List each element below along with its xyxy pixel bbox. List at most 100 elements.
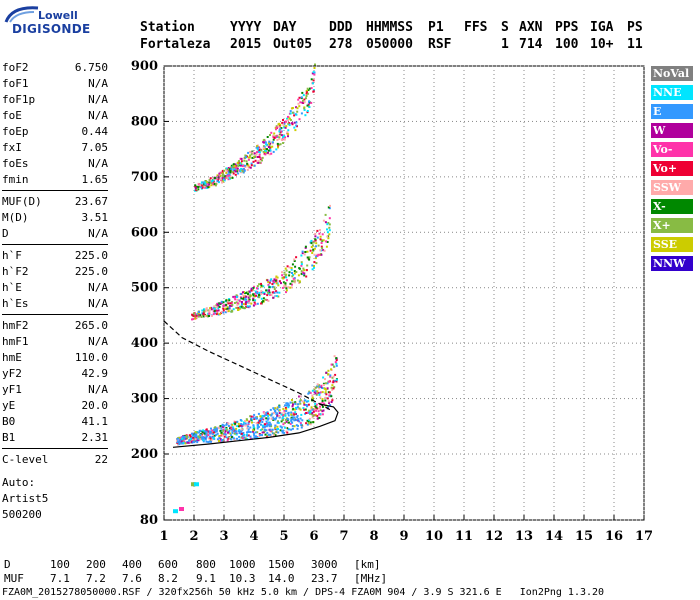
grid-dot xyxy=(373,362,375,363)
data-point xyxy=(248,298,251,301)
grid-dot xyxy=(403,498,405,499)
grid-dot xyxy=(373,410,375,411)
data-point xyxy=(240,428,243,431)
grid-dot xyxy=(176,65,177,67)
grid-dot xyxy=(433,346,435,347)
grid-dot xyxy=(163,310,165,311)
grid-dot xyxy=(424,342,425,344)
grid-dot xyxy=(553,258,555,259)
grid-dot xyxy=(292,65,293,67)
data-point xyxy=(315,409,318,412)
data-point xyxy=(287,421,290,424)
grid-dot xyxy=(643,370,645,371)
grid-dot xyxy=(373,358,375,359)
grid-dot xyxy=(403,386,405,387)
grid-dot xyxy=(193,110,195,111)
grid-dot xyxy=(523,94,525,95)
data-point xyxy=(218,440,220,442)
grid-dot xyxy=(463,346,465,347)
grid-dot xyxy=(396,342,397,344)
autoscaling-text: Auto: xyxy=(2,476,36,489)
grid-dot xyxy=(373,338,375,339)
grid-dot xyxy=(613,86,615,87)
grid-dot xyxy=(223,222,225,223)
grid-dot xyxy=(493,318,495,319)
grid-dot xyxy=(613,94,615,95)
grid-dot xyxy=(163,138,165,139)
data-point xyxy=(268,281,271,284)
grid-dot xyxy=(452,453,453,455)
grid-dot xyxy=(204,287,205,289)
grid-dot xyxy=(613,410,615,411)
grid-dot xyxy=(583,258,585,259)
grid-dot xyxy=(463,506,465,507)
grid-dot xyxy=(616,176,617,178)
grid-dot xyxy=(313,118,315,119)
parameter-row: foE N/A xyxy=(2,108,108,123)
data-point xyxy=(249,431,252,433)
grid-dot xyxy=(283,498,285,499)
grid-dot xyxy=(484,398,485,400)
data-point xyxy=(240,301,243,303)
grid-dot xyxy=(400,176,401,178)
grid-dot xyxy=(523,382,525,383)
grid-dot xyxy=(253,378,255,379)
data-point xyxy=(305,97,307,100)
grid-dot xyxy=(253,342,255,343)
data-point xyxy=(227,437,230,440)
data-point xyxy=(304,251,307,253)
grid-dot xyxy=(560,519,561,521)
data-point xyxy=(303,269,306,272)
grid-dot xyxy=(560,453,561,455)
data-point xyxy=(285,289,288,292)
data-point xyxy=(262,426,265,429)
grid-dot xyxy=(496,176,497,178)
grid-dot xyxy=(283,514,285,515)
data-point xyxy=(206,182,209,185)
grid-dot xyxy=(643,306,645,307)
grid-dot xyxy=(604,120,605,122)
grid-dot xyxy=(463,162,465,163)
data-point xyxy=(247,425,250,428)
parameter-row: yF1 N/A xyxy=(2,382,108,397)
grid-dot xyxy=(613,458,615,459)
grid-dot xyxy=(163,350,165,351)
grid-dot xyxy=(568,65,569,67)
grid-dot xyxy=(223,262,225,263)
grid-dot xyxy=(433,342,435,343)
grid-dot xyxy=(640,65,641,67)
grid-dot xyxy=(373,402,375,403)
grid-dot xyxy=(596,120,597,122)
data-point xyxy=(302,99,304,102)
grid-dot xyxy=(560,120,561,122)
grid-dot xyxy=(343,478,345,479)
grid-dot xyxy=(553,358,555,359)
grid-dot xyxy=(313,286,315,287)
data-point xyxy=(251,156,254,159)
grid-dot xyxy=(576,519,577,521)
grid-dot xyxy=(553,298,555,299)
grid-dot xyxy=(493,466,495,467)
grid-dot xyxy=(484,342,485,344)
grid-dot xyxy=(463,378,465,379)
grid-dot xyxy=(163,470,165,471)
grid-dot xyxy=(283,274,285,275)
grid-dot xyxy=(512,287,513,289)
grid-dot xyxy=(348,231,349,233)
grid-dot xyxy=(223,182,225,183)
data-point xyxy=(209,437,212,440)
grid-dot xyxy=(608,398,609,400)
data-point xyxy=(240,160,243,163)
x-tick-label: 16 xyxy=(605,529,623,544)
grid-dot xyxy=(343,154,345,155)
data-point xyxy=(311,72,314,75)
data-point xyxy=(291,107,294,110)
grid-dot xyxy=(552,231,553,233)
data-point xyxy=(249,437,252,440)
grid-dot xyxy=(224,65,225,67)
grid-dot xyxy=(552,342,553,344)
grid-dot xyxy=(463,382,465,383)
grid-dot xyxy=(613,354,615,355)
grid-dot xyxy=(223,134,225,135)
data-point xyxy=(242,297,245,300)
